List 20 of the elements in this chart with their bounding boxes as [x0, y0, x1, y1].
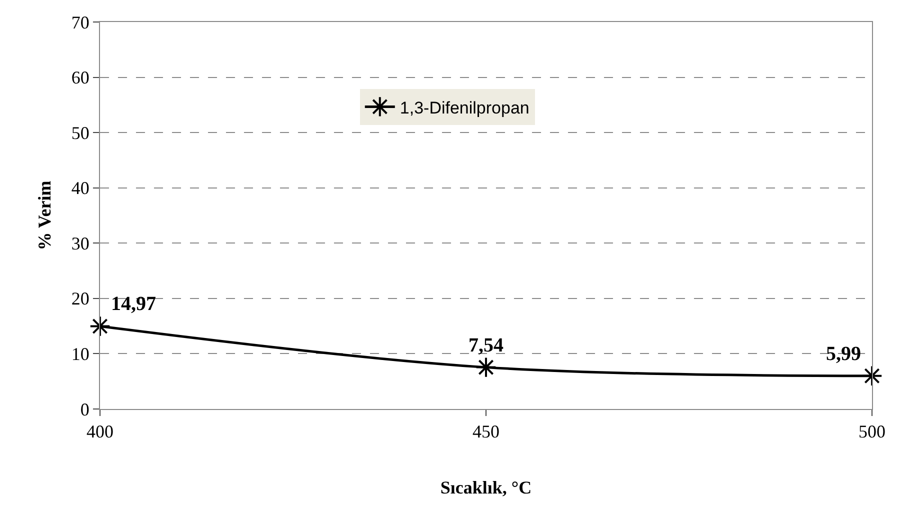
y-tick-label: 0 [80, 399, 90, 420]
y-tick-label: 10 [71, 344, 90, 364]
y-tick-label: 60 [71, 68, 90, 88]
data-label: 7,54 [468, 334, 504, 356]
point [475, 356, 497, 378]
point [861, 365, 883, 386]
y-tick-label: 20 [71, 288, 90, 309]
y-tick-label: 40 [71, 178, 90, 198]
x-tick-label: 400 [86, 422, 114, 442]
point [89, 316, 111, 337]
legend-label: 1,3-Difenilpropan [400, 98, 530, 118]
x-axis-title: Sıcaklık, °C [440, 478, 532, 498]
y-tick-label: 50 [71, 122, 90, 143]
y-tick-label: 70 [71, 12, 90, 32]
data-label: 14,97 [111, 293, 156, 316]
y-axis-title: % Verim [34, 180, 55, 250]
y-tick-label: 30 [71, 233, 90, 254]
x-tick-label: 500 [858, 422, 886, 442]
x-tick-label: 450 [472, 422, 500, 442]
data-label: 5,99 [826, 342, 861, 365]
